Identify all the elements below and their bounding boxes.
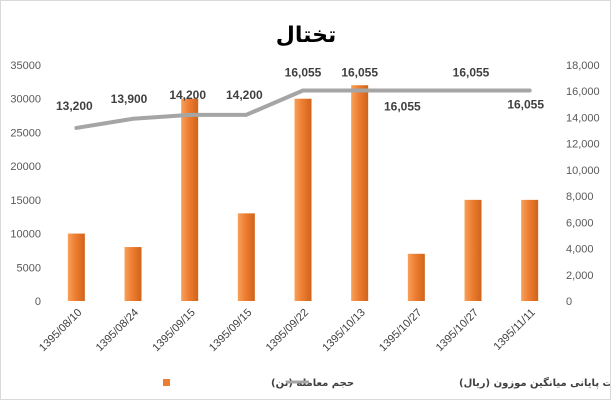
bar-series xyxy=(67,85,539,301)
left-tick-label: 0 xyxy=(35,296,41,308)
price-data-label: 16,055 xyxy=(341,66,378,80)
left-tick-label: 10000 xyxy=(10,229,41,241)
price-data-label: 16,055 xyxy=(384,100,421,114)
price-data-label: 14,200 xyxy=(169,88,206,102)
price-data-label: 16,055 xyxy=(507,98,544,112)
price-data-label: 13,900 xyxy=(111,92,148,106)
volume-bar xyxy=(521,199,539,301)
x-tick-label: 1395/10/27 xyxy=(434,307,481,354)
right-tick-label: 4,000 xyxy=(566,244,594,256)
left-tick-label: 25000 xyxy=(10,127,41,139)
x-axis: 1395/08/10 1395/08/24 1395/09/15 1395/09/15… xyxy=(37,307,538,354)
right-tick-label: 16,000 xyxy=(566,86,600,98)
price-data-label: 16,055 xyxy=(285,66,322,80)
x-tick-label: 1395/09/15 xyxy=(150,307,197,354)
legend-bar-label: حجم معامله (تن) xyxy=(271,378,354,389)
line-series: 13,200 13,900 14,200 14,200 16,055 16,055 16,0… xyxy=(56,66,544,130)
x-tick-label: 1395/11/11 xyxy=(492,307,538,353)
volume-bar xyxy=(67,233,85,301)
price-data-label: 16,055 xyxy=(453,66,490,80)
legend-line-label: قیمت پایانی میانگین موزون (ریال) xyxy=(459,376,610,389)
volume-bar xyxy=(351,85,369,301)
x-tick-label: 1395/09/22 xyxy=(264,307,311,354)
left-y-axis: 0 5000 10000 15000 20000 25000 30000 35000 xyxy=(10,60,41,308)
right-tick-label: 0 xyxy=(566,296,572,308)
x-tick-label: 1395/09/15 xyxy=(207,307,254,354)
legend-bar-swatch xyxy=(163,379,170,386)
volume-bar xyxy=(237,213,255,301)
right-tick-label: 18,000 xyxy=(566,60,600,72)
price-line xyxy=(74,88,532,130)
volume-bar xyxy=(464,199,482,301)
left-tick-label: 30000 xyxy=(10,94,41,106)
left-tick-label: 15000 xyxy=(10,195,41,207)
price-data-label: 13,200 xyxy=(56,99,93,113)
right-tick-label: 12,000 xyxy=(566,139,600,151)
left-tick-label: 5000 xyxy=(17,262,41,274)
right-tick-label: 14,000 xyxy=(566,112,600,124)
right-tick-label: 2,000 xyxy=(566,270,594,282)
x-tick-label: 1395/10/27 xyxy=(377,307,424,354)
right-tick-label: 6,000 xyxy=(566,217,594,229)
volume-bar xyxy=(294,98,312,301)
price-data-label: 14,200 xyxy=(226,88,263,102)
x-tick-label: 1395/08/10 xyxy=(37,307,84,354)
right-tick-label: 10,000 xyxy=(566,165,600,177)
x-tick-label: 1395/10/13 xyxy=(320,307,367,354)
volume-bar xyxy=(181,98,199,301)
x-tick-label: 1395/08/24 xyxy=(94,307,141,354)
volume-bar xyxy=(124,247,142,301)
legend: حجم معامله (تن) قیمت پایانی میانگین موزون… xyxy=(163,376,610,389)
volume-bar xyxy=(407,253,425,301)
right-tick-label: 8,000 xyxy=(566,191,594,203)
left-tick-label: 20000 xyxy=(10,161,41,173)
left-tick-label: 35000 xyxy=(10,60,41,72)
chart-title: تختال xyxy=(276,23,336,48)
right-y-axis: 0 2,000 4,000 6,000 8,000 10,000 12,000 14,000 1… xyxy=(566,60,600,308)
